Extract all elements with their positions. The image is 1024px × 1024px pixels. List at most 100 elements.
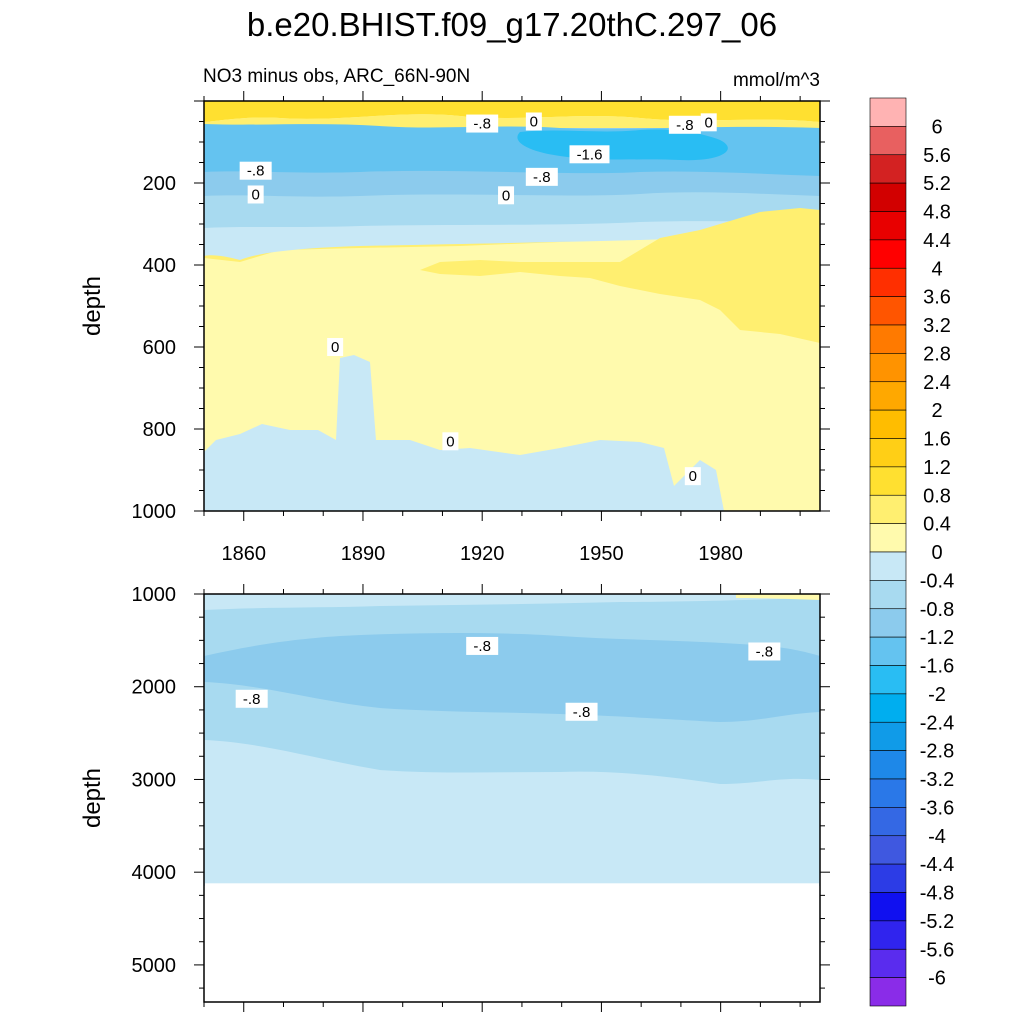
lower-panel: depth 1000 2000 3000 4000 5000 -.8 -.8 -.8 -.8 bbox=[79, 584, 830, 1012]
colorbar-swatch bbox=[869, 353, 907, 383]
colorbar: 6 5.6 5.2 4.8 4.4 4 3.6 3.2 2.8 2.4 2 1.6 1.2 0.8 0.4 0… bbox=[869, 97, 954, 1007]
chart-title: b.e20.BHIST.f09_g17.20thC.297_06 bbox=[247, 6, 777, 43]
chart-units: mmol/m^3 bbox=[733, 70, 820, 91]
colorbar-label: 4.4 bbox=[923, 230, 951, 252]
contour-label-text: -.8 bbox=[247, 163, 265, 180]
colorbar-swatch bbox=[869, 126, 907, 156]
contour-label: 0 bbox=[442, 432, 459, 451]
field-band-0.8-1.2 bbox=[204, 101, 820, 122]
colorbar-label: 0.8 bbox=[923, 485, 951, 507]
contour-label-bg bbox=[466, 636, 499, 655]
colorbar-label: 1.6 bbox=[923, 429, 951, 451]
ytick-label: 3000 bbox=[132, 769, 177, 791]
colorbar-swatch bbox=[869, 721, 907, 751]
colorbar-swatch bbox=[869, 239, 907, 269]
colorbar-swatch bbox=[869, 608, 907, 638]
contour-label: 0 bbox=[498, 186, 515, 205]
colorbar-label: 3.6 bbox=[923, 287, 951, 309]
colorbar-label: 3.2 bbox=[923, 315, 951, 337]
lower-band-neg0.8-neg1.2 bbox=[204, 633, 820, 722]
xtick-label: 1950 bbox=[579, 543, 624, 565]
ytick-label: 200 bbox=[143, 173, 176, 195]
contour-label-bg bbox=[247, 185, 264, 204]
xtick-label: 1860 bbox=[221, 543, 266, 565]
colorbar-swatch bbox=[869, 267, 907, 297]
contour-label-text: 0 bbox=[446, 433, 454, 450]
contour-label: -1.6 bbox=[569, 145, 610, 164]
contour-label: -.8 bbox=[565, 702, 598, 721]
colorbar-swatch bbox=[869, 381, 907, 411]
lower-plot-fill bbox=[204, 594, 820, 886]
colorbar-label: 2 bbox=[931, 400, 942, 422]
no-data-region bbox=[205, 883, 819, 1001]
colorbar-label: -1.2 bbox=[920, 627, 954, 649]
contour-label-text: -.8 bbox=[533, 169, 551, 186]
colorbar-label: 0 bbox=[931, 542, 942, 564]
lower-contour-labels: -.8 -.8 -.8 -.8 bbox=[235, 636, 781, 721]
colorbar-swatch bbox=[869, 324, 907, 354]
contour-label-bg bbox=[442, 432, 459, 451]
colorbar-label: 4.8 bbox=[923, 202, 951, 224]
colorbar-swatch bbox=[869, 636, 907, 666]
colorbar-label: -5.6 bbox=[920, 939, 954, 961]
colorbar-label: 5.6 bbox=[923, 145, 951, 167]
xtick-label: 1890 bbox=[341, 543, 386, 565]
colorbar-swatch bbox=[869, 977, 907, 1007]
contour-label-bg bbox=[525, 167, 558, 186]
field-band-0.4-0.8-mid bbox=[420, 208, 820, 343]
contour-label-bg bbox=[498, 186, 515, 205]
upper-yticks: 200 400 600 800 1000 bbox=[132, 100, 830, 523]
contour-label-text: -.8 bbox=[473, 116, 491, 133]
colorbar-label: -4.8 bbox=[920, 883, 954, 905]
colorbar-swatch bbox=[869, 438, 907, 468]
contour-label: 0 bbox=[247, 185, 264, 204]
colorbar-swatch bbox=[869, 807, 907, 837]
colorbar-swatch bbox=[869, 580, 907, 610]
contour-label: -.8 bbox=[466, 636, 499, 655]
colorbar-label: -3.2 bbox=[920, 769, 954, 791]
contour-label: 0 bbox=[525, 112, 542, 131]
colorbar-swatch bbox=[869, 154, 907, 184]
colorbar-label: 2.8 bbox=[923, 343, 951, 365]
ytick-label: 2000 bbox=[132, 677, 177, 699]
contour-label-bg bbox=[748, 642, 781, 661]
colorbar-swatch bbox=[869, 948, 907, 978]
colorbar-label: 5.2 bbox=[923, 173, 951, 195]
colorbar-swatch bbox=[869, 665, 907, 695]
colorbar-swatch bbox=[869, 892, 907, 922]
ytick-label: 800 bbox=[143, 419, 176, 441]
colorbar-label: 0.4 bbox=[923, 514, 951, 536]
colorbar-label: -0.8 bbox=[920, 599, 954, 621]
field-band-neg1.2-neg1.6 bbox=[204, 124, 820, 176]
contour-label-text: 0 bbox=[705, 114, 713, 131]
contour-label: -.8 bbox=[239, 161, 272, 180]
colorbar-label: -3.6 bbox=[920, 797, 954, 819]
lower-plot-frame bbox=[203, 593, 821, 1003]
colorbar-swatch bbox=[869, 551, 907, 581]
contour-label-text: 0 bbox=[530, 114, 538, 131]
contour-label-bg bbox=[239, 161, 272, 180]
colorbar-swatch bbox=[869, 494, 907, 524]
ytick-label: 1000 bbox=[132, 584, 177, 606]
ytick-label: 4000 bbox=[132, 862, 177, 884]
contour-label-bg bbox=[668, 115, 701, 134]
colorbar-label: 6 bbox=[931, 116, 942, 138]
contour-label: -.8 bbox=[748, 642, 781, 661]
contour-label-text: -.8 bbox=[573, 704, 591, 721]
colorbar-label: 1.2 bbox=[923, 457, 951, 479]
colorbar-label: -5.2 bbox=[920, 911, 954, 933]
colorbar-label: -4 bbox=[928, 826, 946, 848]
colorbar-label: -0.4 bbox=[920, 570, 954, 592]
colorbar-swatch bbox=[869, 863, 907, 893]
colorbar-label: -2.8 bbox=[920, 741, 954, 763]
colorbar-swatch bbox=[869, 97, 907, 127]
xtick-label: 1920 bbox=[460, 543, 505, 565]
colorbar-swatch bbox=[869, 409, 907, 439]
contour-label-text: -1.6 bbox=[577, 146, 603, 163]
contour-label: 0 bbox=[684, 467, 701, 486]
colorbar-swatch bbox=[869, 182, 907, 212]
colorbar-label: -6 bbox=[928, 968, 946, 990]
upper-plot-fill bbox=[204, 101, 820, 511]
contour-label-text: 0 bbox=[689, 468, 697, 485]
